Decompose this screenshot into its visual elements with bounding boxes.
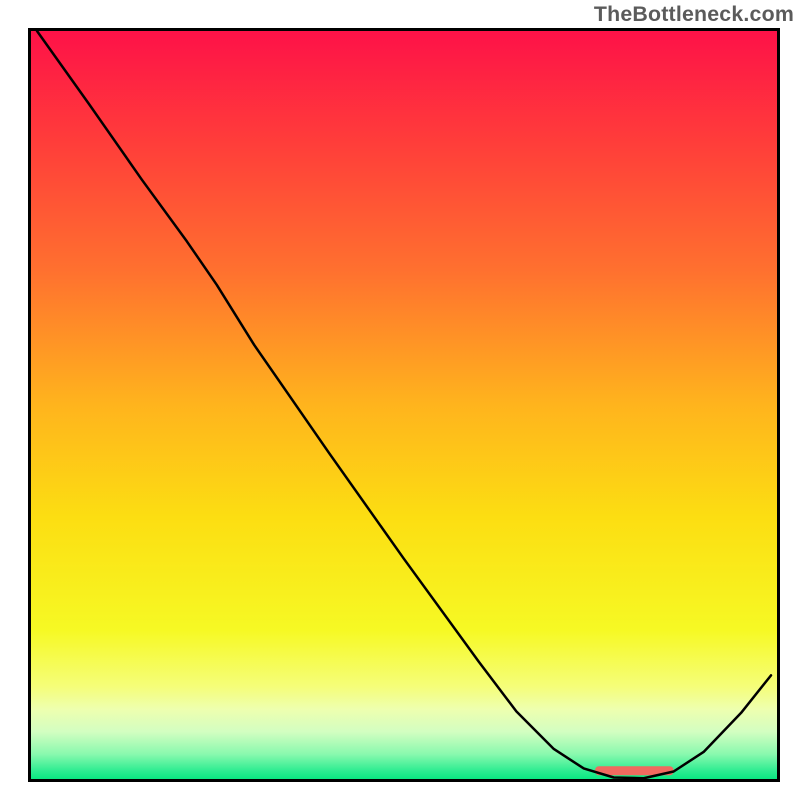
bottleneck-chart bbox=[28, 28, 780, 782]
chart-background bbox=[30, 30, 779, 781]
stage: TheBottleneck.com bbox=[0, 0, 800, 800]
chart-container bbox=[28, 28, 780, 782]
watermark-text: TheBottleneck.com bbox=[594, 2, 794, 27]
